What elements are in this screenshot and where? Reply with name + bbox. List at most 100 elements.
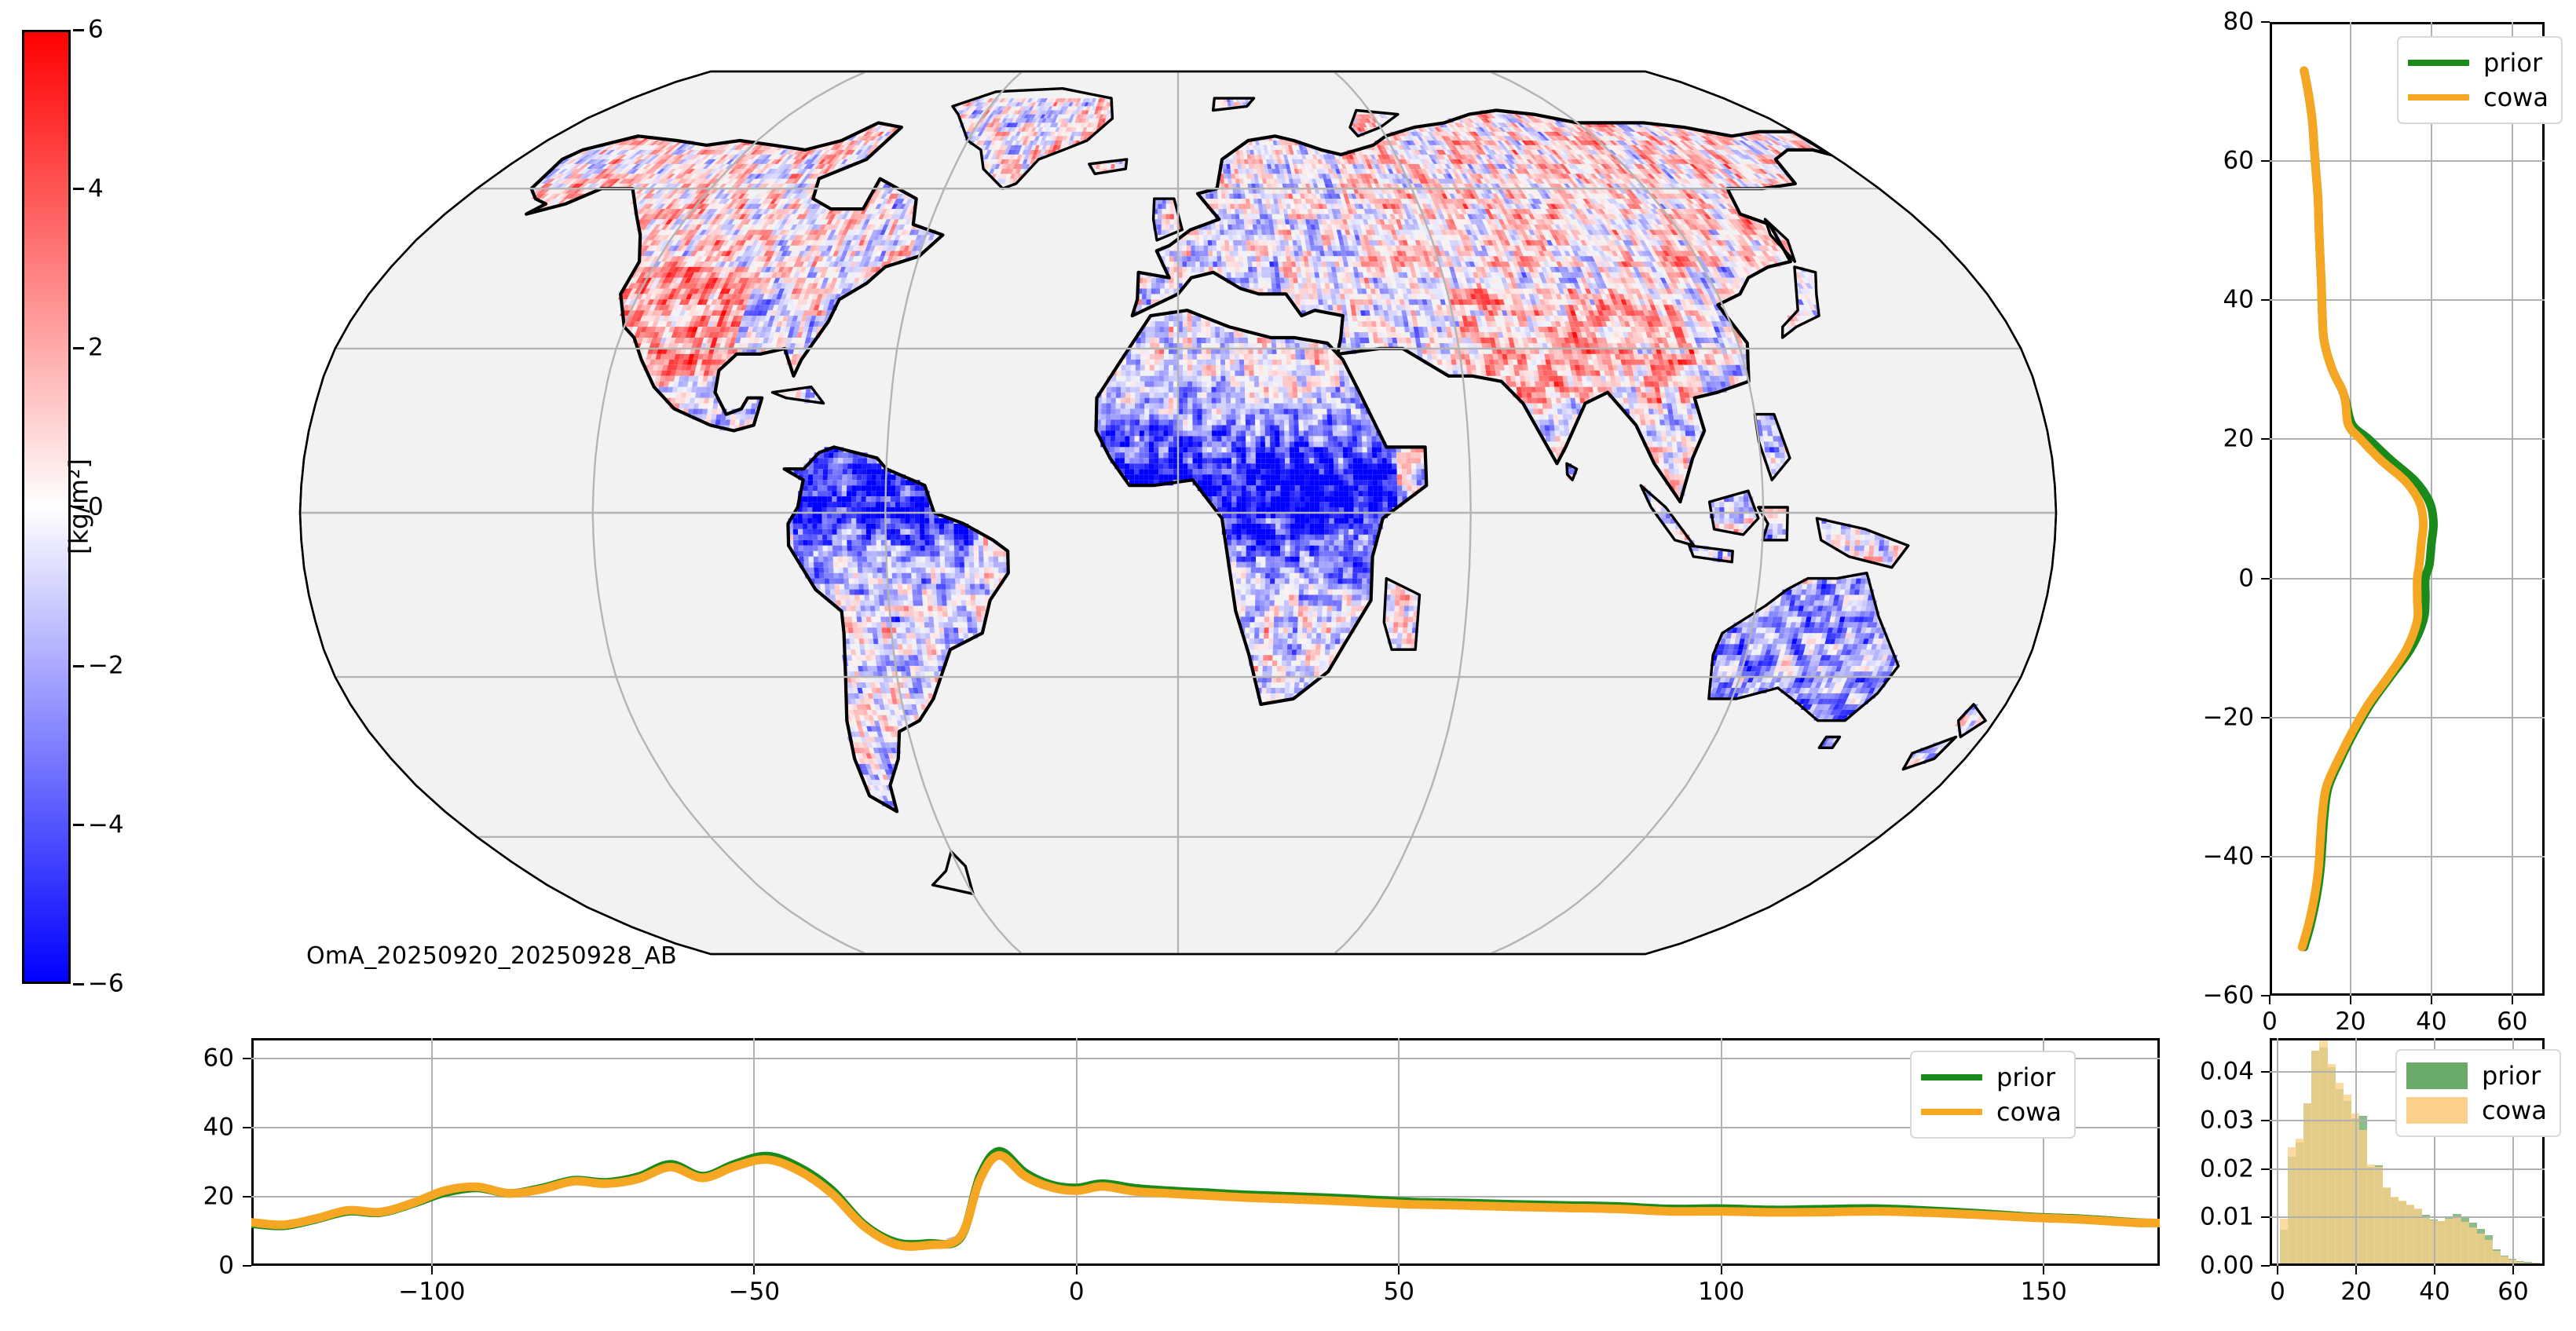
- axis-tick: [2511, 996, 2513, 1004]
- legend-row-prior: prior: [2408, 46, 2549, 80]
- axis-tick-label: 60: [2497, 1007, 2528, 1036]
- legend-swatch-cowa: [2406, 1097, 2468, 1124]
- colorbar-tick-label: −4: [88, 810, 124, 839]
- axis-tick-label: 0.03: [2199, 1106, 2254, 1135]
- axis-tick: [2261, 1216, 2270, 1219]
- histogram-bar-cowa: [2516, 1261, 2524, 1263]
- legend-row-cowa: cowa: [1921, 1095, 2062, 1129]
- axis-tick-label: −100: [398, 1278, 466, 1306]
- histogram-bar-cowa: [2358, 1130, 2367, 1263]
- gridline-vertical: [2277, 1038, 2278, 1266]
- axis-tick: [2043, 1266, 2045, 1274]
- axis-tick: [2512, 1266, 2514, 1274]
- histogram-bar-cowa: [2327, 1063, 2336, 1263]
- axis-tick-label: 20: [2340, 1278, 2372, 1306]
- zonal-mean-panel[interactable]: 0 20 40 60 80 60 40 20 0 −20 −40 −60 prior cowa: [2199, 0, 2576, 1034]
- axis-tick-label: 80: [2223, 7, 2254, 36]
- legend-label-prior: prior: [1996, 1062, 2056, 1092]
- axis-tick-label: 0.02: [2199, 1154, 2254, 1183]
- axis-tick-label: 0.00: [2199, 1251, 2254, 1280]
- gridline-horizontal: [2270, 438, 2545, 441]
- axis-tick-label: 0: [2270, 1278, 2285, 1306]
- histogram-bar-cowa: [2319, 1040, 2328, 1263]
- legend-row-prior: prior: [2406, 1059, 2547, 1093]
- gridline-vertical: [2434, 1038, 2435, 1266]
- histogram-bar-cowa: [2421, 1216, 2430, 1263]
- axis-tick: [243, 1265, 251, 1267]
- histogram-bar-cowa: [2508, 1260, 2516, 1263]
- gridline-vertical: [430, 1038, 433, 1266]
- axis-tick: [2261, 1119, 2270, 1121]
- legend-swatch-cowa: [2408, 94, 2469, 101]
- axis-tick-label: −20: [2202, 703, 2254, 732]
- zonal-mean-legend: prior cowa: [2397, 36, 2563, 124]
- axis-tick: [2349, 996, 2351, 1004]
- colorbar-gradient: [22, 30, 71, 984]
- legend-swatch-prior: [2408, 60, 2469, 66]
- gridline-vertical: [753, 1038, 756, 1266]
- axis-tick-label: 40: [203, 1113, 234, 1142]
- axis-tick: [243, 1058, 251, 1060]
- axis-tick-label: 60: [2223, 146, 2254, 175]
- histogram-bar-cowa: [2429, 1220, 2438, 1263]
- longitudinal-mean-plot-area[interactable]: [251, 1038, 2160, 1266]
- gridline-horizontal: [2270, 1168, 2545, 1170]
- axis-tick: [1398, 1266, 1400, 1274]
- legend-row-prior: prior: [1921, 1060, 2062, 1095]
- axis-tick: [2261, 299, 2270, 302]
- axis-tick: [1720, 1266, 1722, 1274]
- zonal-mean-plot-area[interactable]: [2270, 22, 2545, 996]
- colorbar-tick: [73, 664, 84, 667]
- axis-tick: [2261, 1265, 2270, 1267]
- colorbar-axis-label: [kg/m²]: [63, 458, 94, 555]
- axis-tick-label: 40: [2416, 1007, 2447, 1036]
- axis-tick-label: 20: [2223, 424, 2254, 453]
- gridline-horizontal: [2270, 160, 2545, 163]
- histogram-bar-cowa: [2288, 1146, 2296, 1263]
- axis-tick-label: 0.04: [2199, 1057, 2254, 1086]
- colorbar-tick-label: −6: [88, 969, 124, 998]
- axis-tick: [2355, 1266, 2357, 1274]
- colorbar-tick: [73, 982, 84, 985]
- legend-label-cowa: cowa: [2482, 1095, 2547, 1125]
- colorbar-tick-label: 2: [88, 333, 104, 362]
- legend-label-cowa: cowa: [1996, 1097, 2062, 1127]
- histogram-bar-cowa: [2461, 1221, 2469, 1263]
- histogram-bar-cowa: [2366, 1164, 2375, 1263]
- gridline-horizontal: [251, 1196, 2160, 1198]
- longitudinal-mean-panel[interactable]: −100 −50 0 50 100 150 0 20 40 60 prior cowa: [0, 1013, 2199, 1331]
- axis-tick: [2261, 855, 2270, 857]
- gridline-vertical: [2511, 22, 2513, 996]
- gridline-vertical: [2512, 1038, 2514, 1266]
- legend-label-cowa: cowa: [2483, 82, 2549, 112]
- axis-tick: [2261, 577, 2270, 580]
- colorbar-panel: 6 4 2 0 −2 −4 −6 [kg/m²]: [0, 0, 157, 1013]
- global-anomaly-map[interactable]: OmA_20250920_20250928_AB: [157, 0, 2199, 1013]
- gridline-horizontal: [2270, 299, 2545, 302]
- colorbar-tick: [73, 346, 84, 349]
- histogram-bar-cowa: [2453, 1218, 2461, 1263]
- gridline-horizontal: [2270, 1216, 2545, 1219]
- colorbar-tick-label: 4: [88, 174, 104, 203]
- histogram-bar-cowa: [2406, 1204, 2414, 1263]
- map-canvas[interactable]: [157, 0, 2199, 1013]
- axis-tick-label: 0: [218, 1251, 234, 1280]
- axis-tick-label: 0: [2262, 1007, 2278, 1036]
- axis-tick: [2277, 1266, 2278, 1274]
- axis-tick: [243, 1127, 251, 1129]
- histogram-panel[interactable]: 0 20 40 60 0.00 0.01 0.02 0.03 0.04 prior cowa: [2199, 1013, 2576, 1331]
- histogram-bar-cowa: [2374, 1166, 2383, 1263]
- axis-tick-label: 100: [1698, 1278, 1745, 1306]
- colorbar-tick: [73, 28, 84, 31]
- colorbar-tick: [73, 506, 84, 508]
- histogram-bar-cowa: [2382, 1187, 2391, 1263]
- colorbar-tick: [73, 188, 84, 190]
- axis-tick: [243, 1196, 251, 1198]
- axis-tick: [2269, 996, 2270, 1004]
- axis-tick: [2261, 438, 2270, 441]
- histogram-bar-cowa: [2303, 1103, 2312, 1263]
- legend-swatch-prior: [2406, 1062, 2468, 1089]
- legend-row-cowa: cowa: [2406, 1093, 2547, 1128]
- histogram-bar-cowa: [2343, 1095, 2351, 1263]
- axis-tick-label: −50: [728, 1278, 781, 1306]
